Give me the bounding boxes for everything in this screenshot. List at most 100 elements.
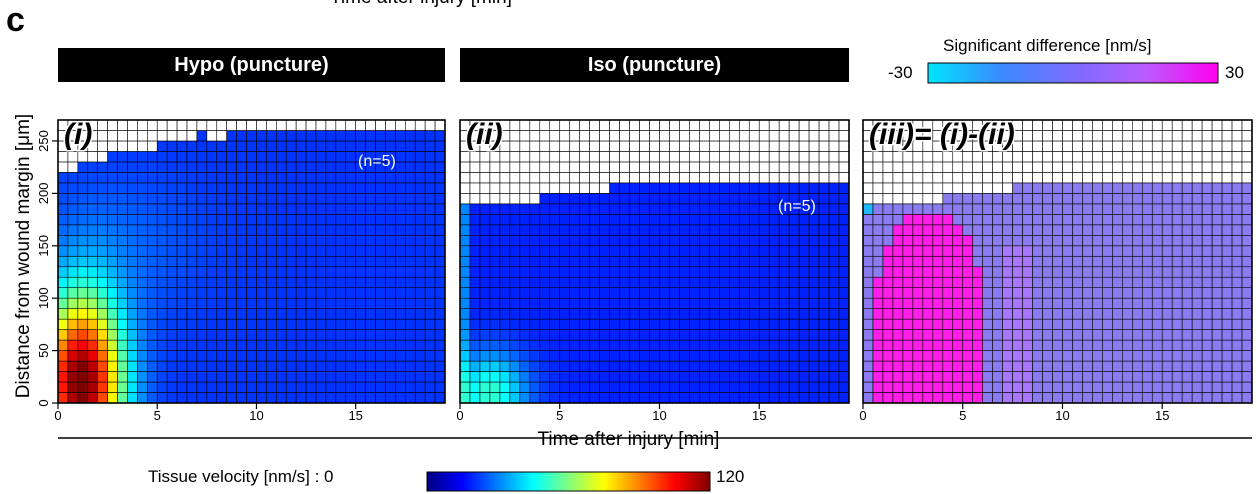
heatmap-cell [107, 276, 118, 289]
heatmap-cell [589, 276, 600, 289]
heatmap-cell [459, 151, 471, 163]
heatmap-cell [599, 172, 610, 184]
heatmap-cell [137, 266, 148, 278]
heatmap-cell [166, 276, 178, 289]
heatmap-cell [972, 392, 983, 404]
heatmap-cell [385, 266, 396, 278]
heatmap-cell [629, 214, 640, 226]
heatmap-cell [862, 350, 874, 362]
heatmap-cell [932, 308, 944, 320]
heatmap-cell [579, 392, 590, 404]
heatmap-cell [186, 130, 198, 142]
heatmap-cell [147, 297, 158, 309]
heatmap-cell [1082, 182, 1093, 194]
heatmap-cell [1052, 214, 1063, 226]
heatmap-cell [539, 297, 551, 309]
heatmap-cell [127, 224, 138, 236]
heatmap-cell [1002, 371, 1013, 383]
heatmap-cell [609, 182, 620, 194]
heatmap-cell [798, 392, 810, 404]
heatmap-cell [424, 287, 436, 299]
heatmap-cell [748, 203, 760, 215]
heatmap-cell [186, 172, 198, 184]
heatmap-cell [549, 182, 561, 194]
heatmap-cell [1092, 214, 1103, 226]
heatmap-cell [405, 276, 416, 289]
heatmap-cell [1141, 245, 1153, 257]
heatmap-cell [137, 392, 148, 404]
heatmap-cell [629, 360, 640, 372]
heatmap-cell [295, 318, 307, 330]
heatmap-cell [828, 287, 840, 299]
heatmap-cell [912, 214, 924, 226]
heatmap-cell [798, 318, 810, 330]
heatmap-cell [922, 214, 934, 226]
heatmap-cell [156, 224, 168, 236]
heatmap-cell [1221, 224, 1233, 236]
heatmap-cell [892, 172, 904, 184]
heatmap-cell [1082, 360, 1093, 372]
heatmap-cell [424, 234, 436, 247]
heatmap-cell [305, 140, 317, 152]
heatmap-cell [315, 245, 327, 257]
heatmap-cell [902, 182, 914, 194]
heatmap-cell [788, 308, 800, 320]
heatmap-cell [872, 245, 884, 257]
heatmap-cell [758, 350, 770, 362]
heatmap-cell [862, 360, 874, 372]
heatmap-cell [1032, 140, 1043, 152]
heatmap-cell [434, 182, 446, 194]
heatmap-cell [1052, 371, 1063, 383]
heatmap-cell [206, 329, 218, 341]
heatmap-cell [1201, 224, 1213, 236]
heatmap-cell [659, 214, 670, 226]
heatmap-cell [619, 266, 630, 278]
heatmap-cell [828, 130, 840, 142]
heatmap-cell [619, 329, 630, 341]
heatmap-cell [395, 255, 406, 268]
heatmap-panel-2: 0 5 10 15(ii)(n=5) [456, 117, 850, 423]
heatmap-cell [942, 266, 954, 278]
heatmap-cell [305, 266, 317, 278]
heatmap-cell [992, 308, 1003, 320]
heatmap-cell [1181, 266, 1193, 278]
heatmap-cell [509, 193, 521, 205]
x-tick-label: 0 [859, 408, 866, 423]
heatmap-cell [768, 172, 780, 184]
heatmap-cell [1022, 224, 1033, 236]
heatmap-cell [266, 255, 277, 268]
heatmap-cell [569, 287, 580, 299]
heatmap-cell [87, 203, 98, 215]
heatmap-cell [1191, 140, 1203, 152]
heatmap-cell [699, 287, 710, 299]
heatmap-cell [748, 255, 760, 268]
heatmap-cell [519, 119, 531, 131]
heatmap-cell [778, 214, 790, 226]
heatmap-cell [1022, 360, 1033, 372]
heatmap-cell [434, 214, 446, 226]
heatmap-cell [629, 297, 640, 309]
heatmap-cell [246, 329, 257, 341]
heatmap-cell [1032, 193, 1043, 205]
heatmap-cell [1161, 182, 1173, 194]
heatmap-cell [335, 371, 347, 383]
heatmap-cell [325, 329, 337, 341]
heatmap-cell [1002, 161, 1013, 173]
heatmap-cell [962, 161, 974, 173]
heatmap-cell [932, 193, 944, 205]
heatmap-cell [1201, 193, 1213, 205]
velocity-colorbar [426, 471, 711, 492]
heatmap-cell [1052, 381, 1063, 393]
heatmap-cell [1141, 350, 1153, 362]
heatmap-cell [788, 130, 800, 142]
heatmap-cell [117, 297, 128, 309]
heatmap-cell [1102, 276, 1113, 289]
heatmap-cell [335, 329, 347, 341]
heatmap-cell [1062, 214, 1073, 226]
heatmap-cell [609, 130, 620, 142]
heatmap-cell [892, 297, 904, 309]
heatmap-cell [1171, 360, 1183, 372]
heatmap-cell [295, 151, 307, 163]
heatmap-cell [315, 172, 327, 184]
